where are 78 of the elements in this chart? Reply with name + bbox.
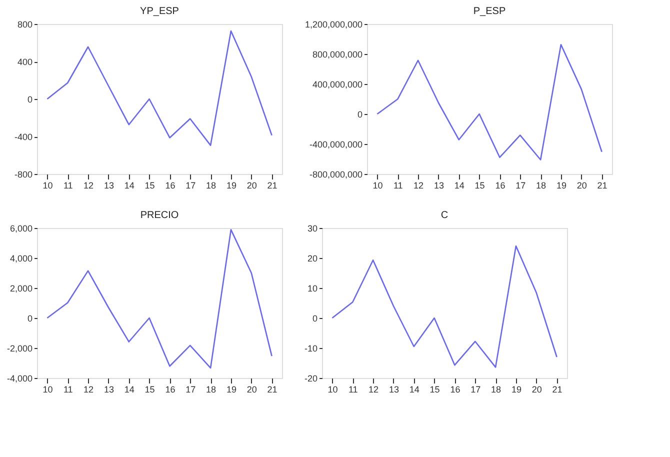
x-tick-label: 14 — [124, 384, 134, 394]
x-tick-label: 20 — [246, 180, 257, 190]
x-tick-label: 10 — [372, 180, 383, 190]
x-tick-label: 11 — [63, 384, 73, 394]
x-tick-label: 18 — [206, 180, 216, 190]
y-tick-label: 800 — [17, 20, 32, 30]
x-tick-label: 21 — [552, 384, 562, 394]
x-tick-label: 14 — [124, 180, 134, 190]
y-tick-label: 400,000,000 — [312, 80, 362, 90]
x-tick-label: 19 — [556, 180, 566, 190]
x-tick-label: 11 — [393, 180, 403, 190]
y-tick-label: 400 — [17, 57, 32, 67]
x-tick-label: 19 — [226, 180, 236, 190]
line-series — [332, 245, 558, 368]
x-tick-label: 13 — [104, 384, 114, 394]
x-tick-label: 15 — [474, 180, 485, 190]
x-tick-label: 18 — [206, 384, 216, 394]
x-tick-label: 19 — [226, 384, 236, 394]
y-tick-label: 20 — [307, 254, 318, 264]
x-tick-label: 16 — [165, 384, 176, 394]
x-tick-label: 13 — [388, 384, 399, 394]
x-tick-label: 14 — [409, 384, 420, 394]
y-tick-label: 0 — [312, 314, 318, 324]
y-tick-label: -400,000,000 — [309, 140, 362, 150]
chart-title: C — [440, 210, 448, 221]
x-tick-label: 17 — [516, 180, 526, 190]
line-series — [46, 229, 272, 369]
y-tick-label: 0 — [357, 110, 362, 120]
x-tick-label: 20 — [576, 180, 587, 190]
x-tick-label: 15 — [144, 384, 155, 394]
x-tick-label: 16 — [495, 180, 506, 190]
x-tick-label: 17 — [186, 180, 196, 190]
x-tick-label: 10 — [42, 384, 53, 394]
x-tick-label: 13 — [104, 180, 114, 190]
y-tick-label: -10 — [304, 344, 318, 354]
y-tick-label: 800,000,000 — [312, 50, 362, 60]
y-tick-label: -4,000 — [6, 374, 32, 384]
x-tick-label: 17 — [186, 384, 196, 394]
y-tick-label: 30 — [307, 224, 318, 234]
y-tick-label: 4,000 — [10, 254, 32, 264]
x-tick-label: 15 — [144, 180, 155, 190]
x-tick-label: 18 — [536, 180, 546, 190]
x-tick-label: 10 — [42, 180, 53, 190]
x-tick-label: 11 — [348, 384, 358, 394]
y-tick-label: -800,000,000 — [309, 170, 362, 180]
y-tick-label: -800 — [14, 170, 32, 180]
x-tick-label: 14 — [454, 180, 464, 190]
x-tick-label: 20 — [532, 384, 542, 394]
y-tick-label: 6,000 — [10, 224, 32, 234]
y-tick-label: 2,000 — [10, 284, 32, 294]
x-tick-label: 12 — [84, 180, 94, 190]
x-tick-label: 15 — [430, 384, 440, 394]
y-tick-label: -400 — [14, 132, 32, 142]
x-tick-label: 16 — [165, 180, 176, 190]
x-tick-label: 12 — [368, 384, 379, 394]
x-tick-label: 21 — [597, 180, 608, 190]
y-tick-label: -20 — [304, 374, 318, 384]
x-tick-label: 16 — [450, 384, 460, 394]
chart-title: PRECIO — [140, 210, 179, 221]
x-tick-label: 19 — [511, 384, 522, 394]
line-series — [376, 44, 602, 160]
x-tick-label: 13 — [434, 180, 444, 190]
x-tick-label: 17 — [470, 384, 481, 394]
chart-title: YP_ESP — [140, 6, 180, 17]
x-tick-label: 12 — [84, 384, 94, 394]
y-tick-label: -2,000 — [6, 344, 32, 354]
x-tick-label: 18 — [491, 384, 502, 394]
chart-title: P_ESP — [473, 6, 506, 17]
y-tick-label: 0 — [27, 314, 32, 324]
y-tick-label: 0 — [27, 94, 32, 104]
y-tick-label: 1,200,000,000 — [304, 20, 362, 30]
y-tick-label: 10 — [307, 284, 318, 294]
line-series — [46, 30, 272, 146]
x-tick-label: 11 — [63, 180, 73, 190]
x-tick-label: 21 — [267, 180, 278, 190]
x-tick-label: 21 — [267, 384, 278, 394]
x-tick-label: 12 — [414, 180, 424, 190]
x-tick-label: 20 — [246, 384, 257, 394]
